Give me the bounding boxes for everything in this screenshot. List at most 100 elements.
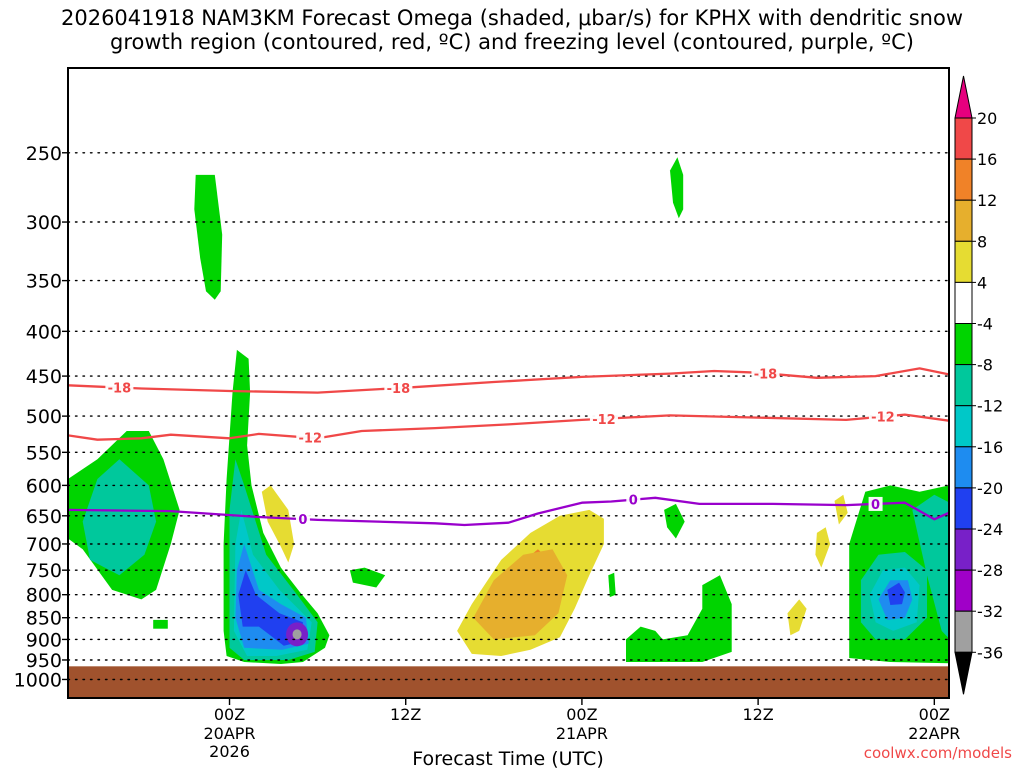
colorbar-label-4: 4: [977, 273, 987, 292]
omega-core-32-36: [292, 629, 302, 640]
omega-shade-detail-9: [887, 582, 905, 605]
omega-shade-detail-4: [82, 459, 157, 576]
y-tick-label-250: 250: [26, 143, 62, 165]
colorbar-swatch-9: [954, 487, 973, 530]
colorbar-label-9: -20: [977, 479, 1003, 498]
chart-title: 2026041918 NAM3KM Forecast Omega (shaded…: [0, 6, 1024, 54]
contour-label-bg-freezing-level-2: [868, 496, 883, 511]
colorbar-swatch-8: [954, 446, 973, 489]
omega-shaded-regions: [68, 157, 949, 664]
contour-dgz-minus18: [68, 367, 949, 394]
temperature-contours: -18 -18 -18 -12 -12 -12 0 0 0: [68, 366, 949, 528]
omega-colorbar: 20 16 12 8 4 -4 -8 -12 -16 -20 -24 -28 -32 -36: [954, 75, 1003, 695]
x-tick-label-3: 12Z: [742, 705, 773, 724]
y-tick-label-800: 800: [26, 585, 62, 607]
chart-title-line-1: 2026041918 NAM3KM Forecast Omega (shaded…: [60, 6, 964, 30]
omega-shade-extra-0: [815, 527, 831, 568]
colorbar-swatch-11: [954, 569, 973, 612]
terrain-surface: [68, 666, 949, 698]
omega-shade-detail-5: [912, 494, 949, 639]
colorbar-label-13: -36: [977, 643, 1003, 662]
colorbar-swatch-10: [954, 528, 973, 571]
colorbar-bottom-arrow: [954, 651, 973, 695]
contour-label-freezing-level-2: 0: [871, 498, 880, 513]
x-tick-year-0: 2026: [209, 742, 250, 761]
contour-label-freezing-level-1: 0: [629, 494, 638, 509]
y-tick-label-850: 850: [26, 608, 62, 630]
colorbar-label-1: 16: [977, 150, 997, 169]
colorbar-swatch-4: [954, 281, 973, 324]
colorbar-swatch-0: [954, 117, 973, 160]
colorbar-swatch-1: [954, 158, 973, 201]
colorbar-label-5: -4: [977, 315, 993, 334]
omega-shade-detail-3: [238, 570, 303, 646]
terrain-fill: [68, 666, 949, 698]
y-tick-label-700: 700: [26, 534, 62, 556]
y-tick-label-650: 650: [26, 506, 62, 528]
omega-shade-extra-3: [664, 503, 685, 539]
omega-region-bottom-right-green: [626, 575, 732, 662]
colorbar-label-2: 12: [977, 191, 997, 210]
contour-label-bg-dgz-minus18-2: [751, 366, 780, 381]
colorbar-label-11: -28: [977, 561, 1003, 580]
colorbar-swatch-6: [954, 364, 973, 407]
colorbar-swatch-5: [954, 323, 973, 366]
colorbar-label-7: -12: [977, 397, 1003, 416]
contour-label-bg-dgz-minus18-0: [105, 380, 134, 395]
x-tick-label-2: 00Z: [566, 705, 597, 724]
y-tick-label-1000: 1000: [14, 669, 62, 691]
contour-label-bg-dgz-minus12-1: [589, 411, 618, 426]
colorbar-swatch-7: [954, 405, 973, 448]
x-tick-date-4: 22APR: [908, 724, 960, 743]
y-tick-label-450: 450: [26, 366, 62, 388]
y-tick-label-500: 500: [26, 406, 62, 428]
omega-shade-extra-5: [153, 619, 168, 629]
y-tick-label-750: 750: [26, 560, 62, 582]
y-tick-label-400: 400: [26, 321, 62, 343]
colorbar-label-3: 8: [977, 232, 987, 251]
contour-label-dgz-minus18-1: -18: [387, 382, 411, 397]
colorbar-label-8: -16: [977, 438, 1003, 457]
colorbar-swatch-3: [954, 240, 973, 283]
omega-region-upper-cell-a: [194, 174, 223, 300]
x-tick-date-2: 21APR: [556, 724, 608, 743]
contour-dgz-minus12: [68, 413, 949, 441]
contour-label-bg-dgz-minus12-2: [868, 409, 897, 424]
credit-text: coolwx.com/models: [864, 744, 1012, 762]
y-tick-label-550: 550: [26, 442, 62, 464]
x-tick-date-0: 20APR: [203, 724, 255, 743]
omega-region-yellow-streak-main: [261, 485, 295, 563]
chart-title-line-2: growth region (contoured, red, ºC) and f…: [110, 30, 914, 54]
contour-label-dgz-minus12-2: -12: [871, 411, 895, 426]
axes: 2503003504004505005506006507007508008509…: [14, 67, 960, 761]
omega-shade-extra-2: [473, 549, 568, 640]
contour-label-bg-freezing-level-0: [295, 512, 310, 527]
colorbar-label-12: -32: [977, 602, 1003, 621]
y-tick-label-950: 950: [26, 650, 62, 672]
omega-shade-extra-4: [608, 572, 616, 598]
colorbar-label-10: -24: [977, 520, 1003, 539]
x-tick-label-0: 00Z: [214, 705, 245, 724]
colorbar-label-6: -8: [977, 356, 993, 375]
contour-label-dgz-minus18-0: -18: [108, 382, 132, 397]
omega-shade-extra-1: [834, 494, 848, 525]
x-tick-label-1: 12Z: [390, 705, 421, 724]
omega-region-small-green-blob: [349, 567, 386, 588]
omega-region-upper-cell-b: [670, 157, 684, 219]
contour-label-bg-dgz-minus12-0: [296, 430, 325, 445]
y-tick-label-350: 350: [26, 271, 62, 293]
contour-label-dgz-minus18-2: -18: [754, 367, 778, 382]
y-tick-label-900: 900: [26, 629, 62, 651]
contour-label-dgz-minus12-0: -12: [299, 432, 323, 447]
x-tick-label-4: 00Z: [919, 705, 950, 724]
y-tick-label-300: 300: [26, 212, 62, 234]
colorbar-label-0: 20: [977, 109, 997, 128]
contour-label-freezing-level-0: 0: [298, 513, 307, 528]
contour-label-dgz-minus12-1: -12: [592, 413, 616, 428]
plot-frame: [67, 67, 950, 699]
contour-label-bg-dgz-minus18-1: [384, 381, 413, 396]
y-tick-label-600: 600: [26, 475, 62, 497]
colorbar-swatch-12: [954, 610, 973, 653]
x-axis-label: Forecast Time (UTC): [412, 748, 603, 768]
